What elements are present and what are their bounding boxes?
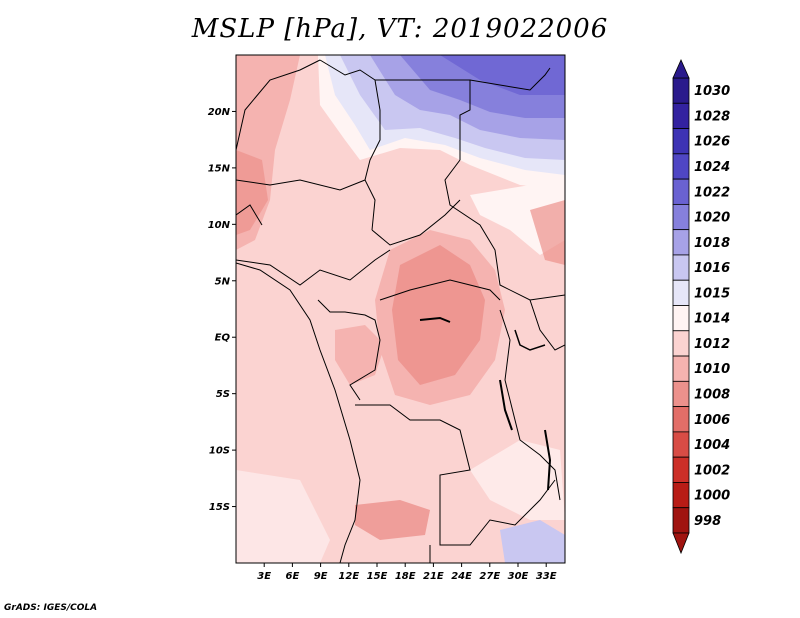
colorbar-label: 1028 [694,109,730,124]
lon-tick-label: 18E [395,571,416,582]
lon-tick-label: 6E [286,571,300,582]
colorbar-swatch [672,507,690,534]
colorbar: 1030 1028 1026 1024 1022 1020 1018 1016 1015 1014… [672,59,730,555]
lake-malawi [544,429,552,491]
colorbar-swatch [672,431,690,458]
lon-tick-label: 12E [338,571,359,582]
pressure-field [236,55,565,563]
lat-tick-label: 5N [215,276,231,287]
latitude-axis: 20N 15N 10N 5N EQ 5S 10S 15S [208,107,236,513]
lat-tick-label: 20N [208,107,231,118]
field-1010-coast [335,325,385,385]
colorbar-swatch [672,456,690,483]
colorbar-label: 1020 [694,211,730,226]
colorbar-swatch [672,305,690,332]
border-line [529,299,565,351]
border-line [236,204,263,226]
colorbar-label: 1000 [694,489,730,504]
border-line [355,404,556,546]
colorbar-label: 1008 [694,387,730,402]
colorbar-label: 1014 [694,312,730,327]
map-title: MSLP [hPa], VT: 2019022006 [191,14,609,44]
colorbar-label: 1010 [694,362,730,377]
colorbar-swatch [672,203,690,231]
colorbar-label: 998 [694,514,721,529]
lake-outline [514,329,546,351]
colorbar-label: 1024 [694,160,730,175]
lon-tick-label: 30E [508,571,529,582]
field-1008-south [355,500,430,540]
border-line [499,309,561,501]
colorbar-label: 1016 [694,261,730,276]
colorbar-swatch [672,178,690,205]
lat-tick-label: 15S [209,502,230,513]
border-line [444,159,565,301]
field-1008-east [530,200,565,265]
colorbar-top-arrow [672,59,690,79]
lat-tick-label: 5S [216,389,230,400]
lon-tick-label: 24E [451,571,472,582]
border-line [236,179,366,191]
lat-tick-label: 15N [208,163,231,174]
border-line [379,279,501,301]
longitude-axis: 3E 6E 9E 12E 15E 18E 21E 24E 27E 30E 33E [257,563,557,582]
colorbar-swatch [672,254,690,281]
colorbar-label: 1006 [694,413,730,428]
colorbar-label: 1012 [694,337,730,352]
lon-tick-label: 27E [479,571,500,582]
map-frame [235,54,566,564]
border-line [236,59,321,151]
lake-tanganyika [499,379,513,431]
field-1008-central [392,245,485,385]
border-line [371,199,461,246]
colorbar-swatch [672,355,690,382]
grads-credit: GrADS: IGES/COLA [4,603,98,613]
field-1008-west [236,150,268,235]
lon-tick-label: 21E [423,571,444,582]
field-1014-southwest [236,470,330,563]
border-line [469,67,551,91]
lon-tick-label: 33E [536,571,557,582]
colorbar-swatch [672,77,690,104]
country-borders [236,59,565,563]
colorbar-label: 1030 [694,84,730,99]
colorbar-swatch [672,102,690,129]
colorbar-swatch [672,229,690,256]
lon-tick-label: 9E [314,571,328,582]
colorbar-swatch [672,330,690,357]
field-1014-southeast [470,440,565,520]
colorbar-bottom-arrow [672,532,690,555]
colorbar-label: 1004 [694,438,730,453]
border-line [236,249,391,286]
colorbar-swatch [672,279,690,306]
lake-line [419,316,451,323]
lon-tick-label: 3E [257,571,271,582]
colorbar-label: 1026 [694,135,730,150]
border-line [375,79,471,160]
colorbar-label: 1022 [694,185,730,200]
border-line [319,59,381,231]
lat-tick-label: 10S [209,446,230,457]
border-line [317,299,381,401]
lat-tick-label: 10N [208,220,231,231]
colorbar-swatch [672,128,690,155]
field-1016-southeast [500,520,565,563]
coastline-west [236,262,361,563]
colorbar-swatch [672,482,690,509]
colorbar-label: 1018 [694,236,730,251]
lat-tick-label: EQ [215,333,231,344]
colorbar-swatch [672,153,690,180]
lon-tick-label: 15E [367,571,388,582]
colorbar-swatch [672,406,690,433]
colorbar-label: 1015 [694,286,730,301]
colorbar-label: 1002 [694,463,730,478]
colorbar-swatch [672,380,690,408]
field-1022-north [440,55,565,95]
